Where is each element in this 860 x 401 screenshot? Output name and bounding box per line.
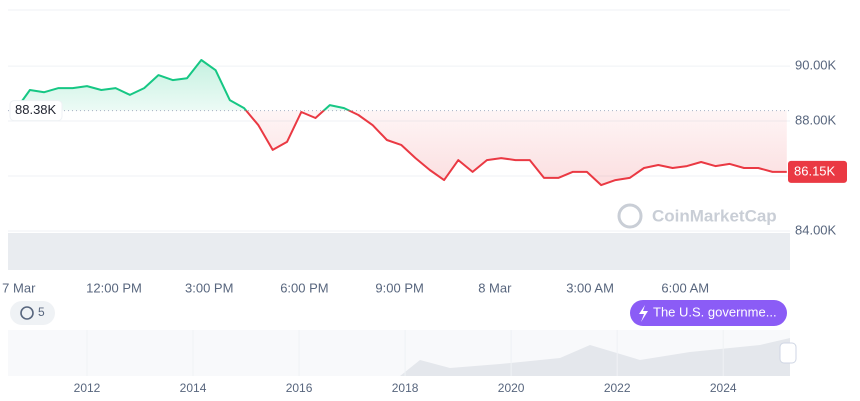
navigator-tick-label: 2024 bbox=[710, 381, 737, 395]
volume-area bbox=[8, 233, 790, 270]
news-icon bbox=[639, 305, 648, 322]
history-count: 5 bbox=[38, 305, 45, 319]
last-price-label: 86.15K bbox=[794, 163, 836, 178]
navigator-tick-label: 2012 bbox=[74, 381, 101, 395]
x-tick-label: 6:00 AM bbox=[661, 280, 709, 295]
watermark: CoinMarketCap bbox=[652, 206, 777, 225]
navigator-tick-label: 2014 bbox=[180, 381, 207, 395]
navigator-area bbox=[8, 338, 790, 376]
last-price-bg bbox=[788, 160, 847, 183]
reference-label-bg bbox=[9, 100, 63, 122]
x-tick-label: 6:00 PM bbox=[280, 280, 328, 295]
news-pill[interactable] bbox=[630, 300, 787, 326]
y-tick-label: 88.00K bbox=[795, 112, 837, 127]
x-tick-label: 12:00 PM bbox=[86, 280, 142, 295]
history-icon bbox=[20, 306, 34, 320]
navigator-tick-label: 2016 bbox=[286, 381, 313, 395]
y-tick-label: 84.00K bbox=[795, 222, 837, 237]
price-area bbox=[15, 60, 787, 186]
x-tick-label: 3:00 PM bbox=[185, 280, 233, 295]
x-tick-label: 9:00 PM bbox=[375, 280, 423, 295]
navigator-tick-label: 2018 bbox=[392, 381, 419, 395]
x-tick-label: 7 Mar bbox=[2, 280, 36, 295]
x-tick-label: 3:00 AM bbox=[566, 280, 614, 295]
navigator-tick-label: 2020 bbox=[498, 381, 525, 395]
news-headline: The U.S. governme... bbox=[653, 304, 777, 319]
navigator-tick-label: 2022 bbox=[604, 381, 631, 395]
price-line bbox=[14, 59, 787, 187]
reference-label: 88.38K bbox=[15, 102, 57, 117]
x-tick-label: 8 Mar bbox=[478, 280, 512, 295]
watermark-logo bbox=[617, 203, 643, 229]
navigator-handle[interactable] bbox=[779, 342, 797, 364]
y-tick-label: 90.00K bbox=[795, 58, 837, 73]
